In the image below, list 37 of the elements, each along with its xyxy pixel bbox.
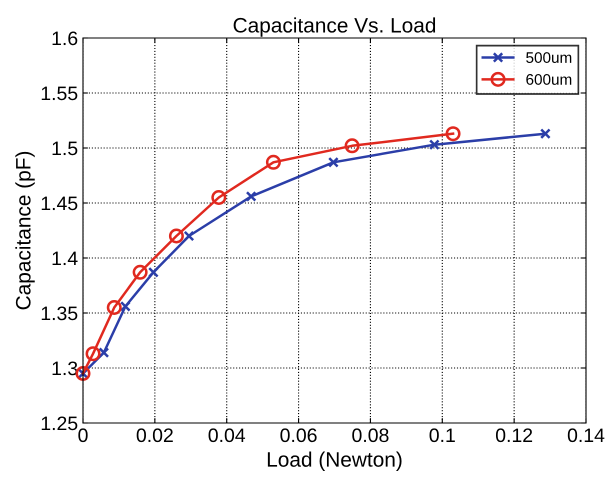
y-tick-label: 1.5 xyxy=(52,142,78,156)
point xyxy=(120,300,131,312)
x-tick-label: 0.08 xyxy=(352,428,389,442)
x-tick-label: 0.04 xyxy=(208,428,246,442)
point xyxy=(168,228,184,244)
point xyxy=(86,346,101,362)
y-axis-title: Capacitance (pF) xyxy=(15,152,35,310)
y-tick-label: 1.45 xyxy=(42,196,78,210)
x-tick-label: 0.12 xyxy=(496,428,532,442)
point xyxy=(428,139,440,150)
point xyxy=(211,190,226,205)
point xyxy=(184,230,194,242)
y-tick-label: 1.25 xyxy=(42,416,78,430)
x-tick-label: 0 xyxy=(78,428,88,442)
y-tick-label: 1.35 xyxy=(42,306,78,320)
point xyxy=(246,190,257,202)
point xyxy=(344,138,360,154)
point xyxy=(446,126,461,142)
point xyxy=(266,154,281,170)
point xyxy=(106,300,122,315)
point xyxy=(328,156,339,168)
x-tick-label: 0.06 xyxy=(280,428,317,442)
y-tick-label: 1.4 xyxy=(52,252,78,266)
y-tick-label: 1.6 xyxy=(52,31,78,46)
legend-label: 500um xyxy=(526,52,572,63)
chart-title: Capacitance Vs. Load xyxy=(234,17,436,37)
y-tick-label: 1.55 xyxy=(42,86,78,100)
y-tick-label: 1.3 xyxy=(52,361,78,376)
point xyxy=(132,264,148,280)
legend-label: 600um xyxy=(526,74,572,85)
x-axis-title: Load (Newton) xyxy=(268,452,402,471)
x-tick-label: 0.14 xyxy=(568,428,604,442)
point xyxy=(540,128,551,140)
x-tick-label: 0.02 xyxy=(136,428,173,442)
point xyxy=(98,347,110,358)
point xyxy=(148,266,159,278)
x-tick-label: 0.1 xyxy=(430,428,455,442)
